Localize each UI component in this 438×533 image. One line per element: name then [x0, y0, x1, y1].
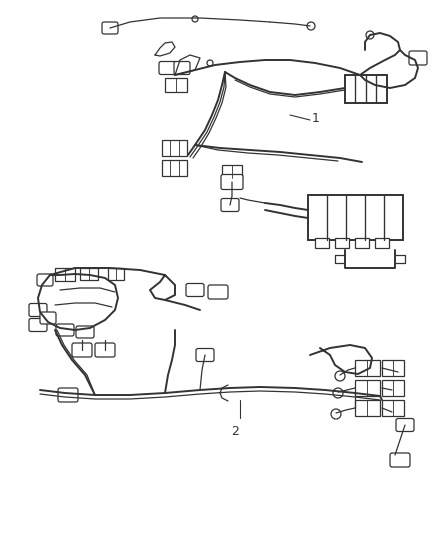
FancyBboxPatch shape [395, 418, 413, 432]
Text: 1: 1 [311, 111, 319, 125]
Circle shape [332, 388, 342, 398]
Bar [354, 400, 379, 416]
Bar [162, 140, 187, 156]
Bar [381, 360, 403, 376]
FancyBboxPatch shape [208, 285, 227, 299]
Circle shape [334, 371, 344, 381]
Bar [314, 238, 328, 248]
FancyBboxPatch shape [195, 349, 213, 361]
Circle shape [330, 409, 340, 419]
FancyBboxPatch shape [186, 284, 204, 296]
Circle shape [207, 60, 212, 66]
FancyBboxPatch shape [408, 51, 426, 65]
Text: 2: 2 [230, 425, 238, 438]
Bar [108, 268, 124, 280]
Bar [165, 78, 187, 92]
Bar [381, 400, 403, 416]
Bar [334, 238, 348, 248]
FancyBboxPatch shape [159, 61, 177, 75]
FancyBboxPatch shape [76, 326, 94, 338]
Bar [354, 360, 379, 376]
FancyBboxPatch shape [56, 324, 74, 336]
Circle shape [191, 16, 198, 22]
FancyBboxPatch shape [29, 303, 47, 317]
Bar [162, 160, 187, 176]
Bar [307, 195, 402, 240]
FancyBboxPatch shape [102, 22, 118, 34]
FancyBboxPatch shape [58, 388, 78, 402]
FancyBboxPatch shape [389, 453, 409, 467]
Bar [354, 238, 368, 248]
Bar [344, 75, 386, 103]
Bar [55, 268, 75, 281]
FancyBboxPatch shape [72, 343, 92, 357]
FancyBboxPatch shape [40, 312, 56, 324]
Bar [381, 380, 403, 396]
Bar [354, 380, 379, 396]
FancyBboxPatch shape [220, 174, 243, 190]
FancyBboxPatch shape [29, 319, 47, 332]
Bar [222, 165, 241, 178]
Bar [80, 268, 98, 280]
Circle shape [306, 22, 314, 30]
Bar [374, 238, 388, 248]
Circle shape [365, 31, 373, 39]
FancyBboxPatch shape [220, 198, 238, 212]
FancyBboxPatch shape [95, 343, 115, 357]
FancyBboxPatch shape [37, 274, 53, 286]
FancyBboxPatch shape [173, 61, 190, 75]
